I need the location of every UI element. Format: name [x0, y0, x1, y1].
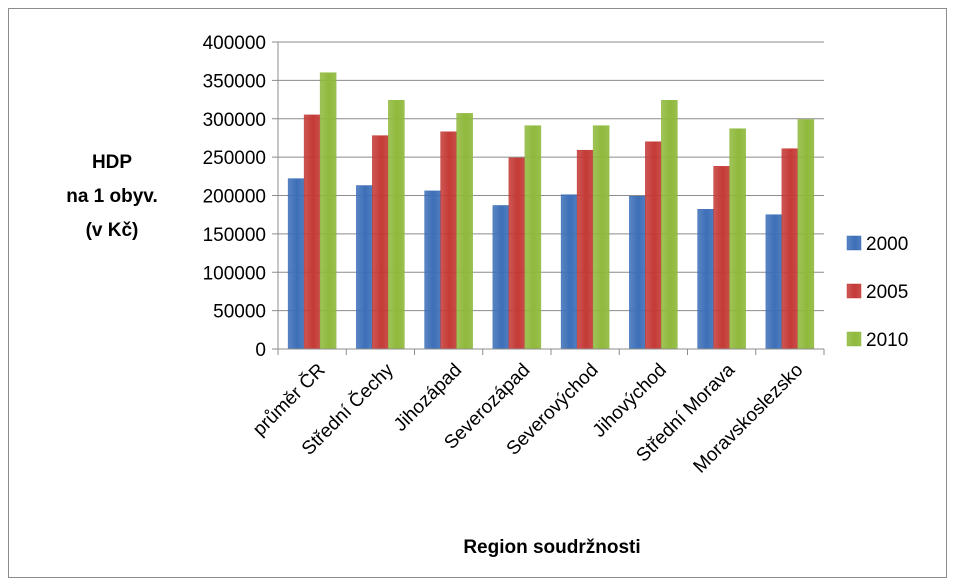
bar-2010: [524, 125, 542, 350]
bar-2010: [729, 128, 746, 350]
x-axis-title: Region soudržnosti: [463, 537, 640, 558]
y-tick-label: 150000: [203, 225, 266, 246]
bar-2010: [592, 125, 610, 350]
bar-2010: [319, 72, 337, 350]
y-tick-label: 300000: [203, 110, 266, 131]
bar-2000: [765, 214, 783, 350]
bar-2010: [388, 100, 405, 350]
y-tick-label: 50000: [213, 302, 266, 323]
legend-label-2000: 2000: [866, 234, 908, 255]
bar-2005: [508, 157, 526, 350]
legend-swatch-2005: [846, 283, 862, 299]
bar-2000: [287, 178, 305, 350]
y-tick-label: 100000: [203, 263, 266, 284]
bar-2005: [713, 166, 730, 350]
bars: [287, 72, 815, 350]
axes: [277, 42, 825, 355]
y-tick-label: 250000: [203, 148, 266, 169]
bar-2005: [440, 131, 457, 350]
bar-2000: [629, 196, 646, 350]
bar-2005: [372, 135, 389, 350]
legend-label-2010: 2010: [866, 330, 908, 351]
legend-swatch-2010: [846, 331, 862, 347]
bar-2005: [645, 141, 662, 350]
bar-2005: [303, 114, 321, 350]
y-tick-label: 400000: [203, 33, 266, 54]
y-tick-labels: 0 50000 100000 150000 200000 250000 300000 3500…: [203, 33, 266, 361]
bar-2010: [661, 100, 678, 350]
legend-label-2005: 2005: [866, 282, 908, 303]
y-tick-label: 0: [255, 340, 266, 361]
y-tick-label: 200000: [203, 187, 266, 208]
bar-2000: [356, 185, 373, 350]
y-axis-title-line2: na 1 obyv.: [66, 186, 158, 207]
bar-2005: [781, 148, 799, 350]
bar-2010: [797, 119, 815, 350]
y-tick-label: 350000: [203, 71, 266, 92]
bar-2010: [456, 113, 473, 350]
bar-2000: [697, 209, 714, 350]
bar-2000: [424, 190, 441, 350]
bar-2000: [492, 205, 510, 350]
y-axis-title-line1: HDP: [92, 152, 132, 173]
y-axis-title-line3: (v Kč): [86, 220, 139, 241]
bar-2000: [560, 194, 578, 350]
legend: 2000 2005 2010: [846, 234, 908, 351]
bar-2005: [576, 149, 594, 350]
legend-swatch-2000: [846, 235, 862, 251]
